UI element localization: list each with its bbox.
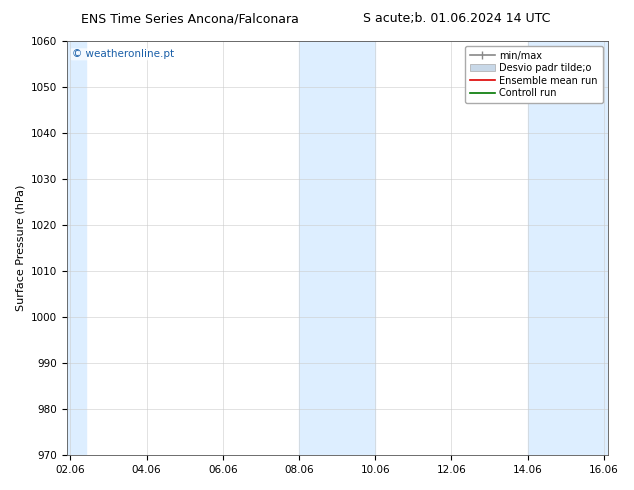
Bar: [527, 41, 607, 455]
Legend: min/max, Desvio padr tilde;o, Ensemble mean run, Controll run: min/max, Desvio padr tilde;o, Ensemble m…: [465, 46, 603, 103]
Y-axis label: Surface Pressure (hPa): Surface Pressure (hPa): [15, 185, 25, 311]
Text: © weatheronline.pt: © weatheronline.pt: [72, 49, 174, 59]
Text: ENS Time Series Ancona/Falconara: ENS Time Series Ancona/Falconara: [81, 12, 299, 25]
Text: S acute;b. 01.06.2024 14 UTC: S acute;b. 01.06.2024 14 UTC: [363, 12, 550, 25]
Bar: [299, 41, 375, 455]
Bar: [67, 41, 86, 455]
